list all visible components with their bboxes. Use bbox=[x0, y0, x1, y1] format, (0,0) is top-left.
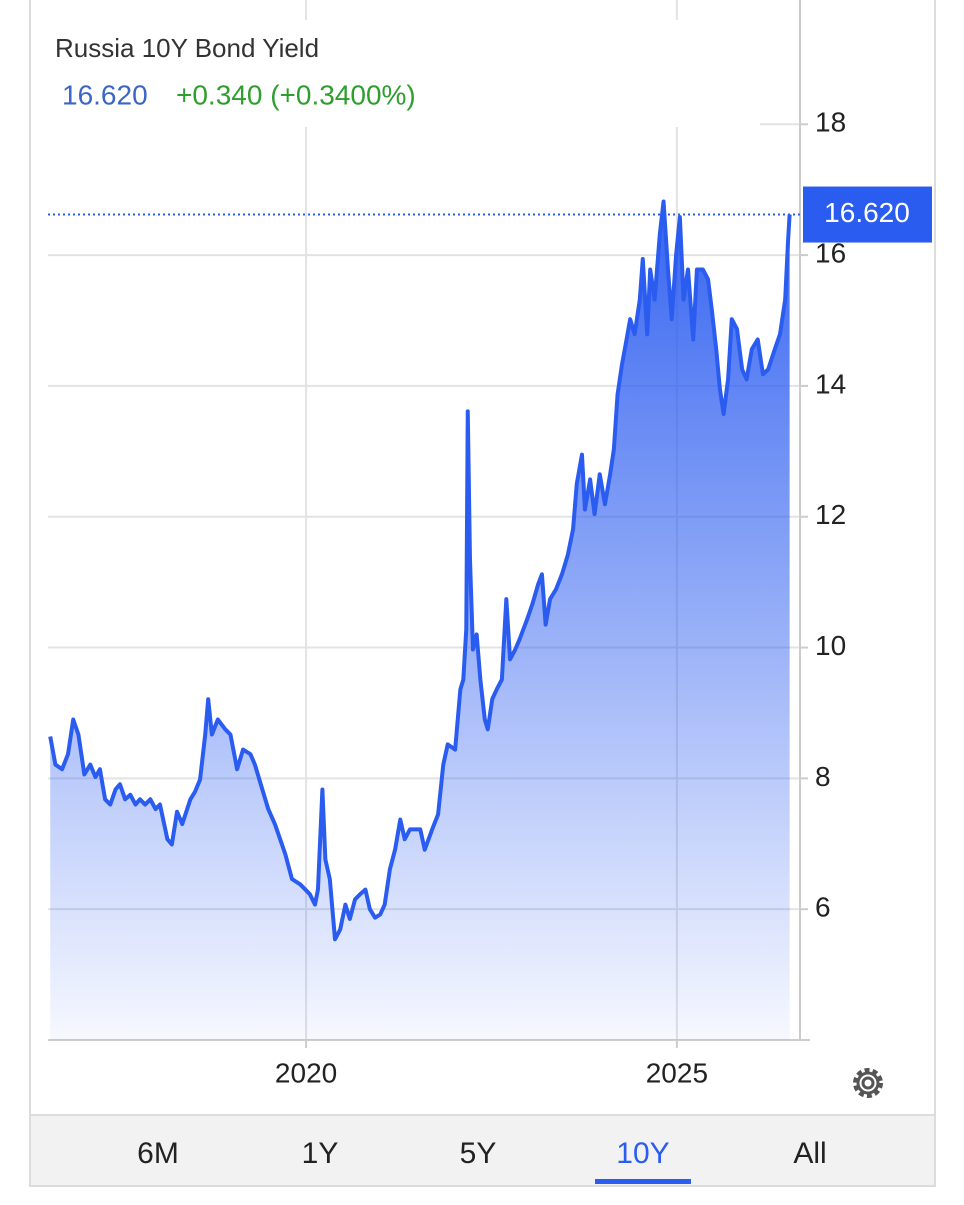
y-tick-label: 14 bbox=[815, 368, 846, 399]
x-tick-label: 2020 bbox=[275, 1057, 337, 1088]
tab[interactable]: 10Y bbox=[616, 1137, 669, 1170]
tabs: 6M 1Y 5Y 10Y All bbox=[137, 1137, 827, 1184]
line bbox=[48, 199, 792, 942]
active-tab-indicator bbox=[595, 1179, 691, 1184]
y-tick-label: 10 bbox=[815, 630, 846, 661]
tab[interactable]: 5Y bbox=[460, 1137, 497, 1170]
plot-area: 6 8 10 12 14 16 18 2020 2025 16.620 bbox=[48, 0, 932, 1088]
y-tick-label: 6 bbox=[815, 892, 831, 923]
tab[interactable]: 6M bbox=[137, 1137, 179, 1170]
header-backdrop bbox=[40, 20, 760, 127]
price: 16.620 bbox=[62, 79, 148, 110]
settings-icon[interactable] bbox=[853, 1068, 883, 1098]
y-tick-label: 18 bbox=[815, 107, 846, 138]
y-tick-label: 12 bbox=[815, 499, 846, 530]
tab[interactable]: All bbox=[793, 1137, 826, 1170]
area-fill bbox=[50, 201, 790, 1040]
change: +0.340 (+0.3400%) bbox=[176, 79, 416, 110]
last-value-label: 16.620 bbox=[824, 197, 910, 228]
y-tick-label: 8 bbox=[815, 761, 831, 792]
x-tick-label: 2025 bbox=[646, 1057, 708, 1088]
tab[interactable]: 1Y bbox=[302, 1137, 339, 1170]
last-value-tag bbox=[803, 186, 932, 243]
tab-bar bbox=[31, 1115, 934, 1185]
chart-title: Russia 10Y Bond Yield bbox=[55, 33, 319, 63]
y-tick-label: 16 bbox=[815, 237, 846, 268]
